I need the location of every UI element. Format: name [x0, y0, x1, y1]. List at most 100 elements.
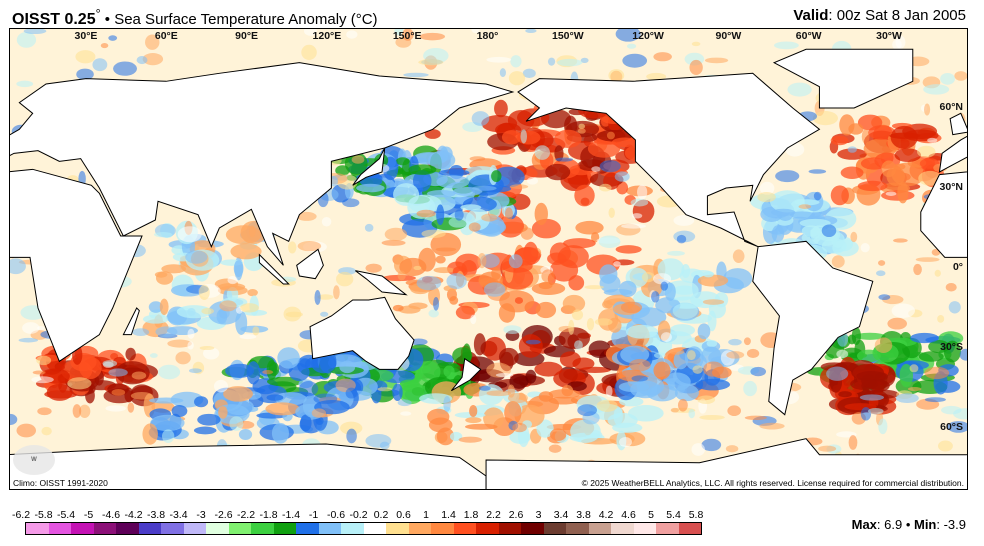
anomaly-patch: [494, 99, 508, 118]
colorbar-swatch: [476, 523, 499, 534]
latitude-label: 60°N: [939, 101, 963, 113]
anomaly-patch: [315, 416, 324, 426]
anomaly-patch: [416, 209, 436, 218]
landmass-australia: [309, 296, 415, 370]
colorbar-tick-label: 3.8: [576, 509, 591, 521]
colorbar-swatch: [228, 523, 251, 534]
anomaly-patch: [878, 294, 891, 301]
anomaly-patch: [520, 227, 534, 240]
colorbar-tick-label: 1.8: [463, 509, 479, 521]
anomaly-patch: [874, 337, 893, 353]
colorbar-tick-label: -5.8: [34, 509, 53, 521]
anomaly-patch: [821, 224, 837, 238]
anomaly-patch: [321, 217, 332, 227]
anomaly-patch: [31, 376, 54, 384]
anomaly-patch: [403, 72, 429, 78]
anomaly-patch: [499, 68, 506, 78]
anomaly-patch: [105, 405, 126, 412]
landmass-new-zealand: [450, 357, 482, 392]
anomaly-patch: [171, 405, 188, 417]
anomaly-patch: [153, 231, 173, 238]
anomaly-patch: [750, 366, 767, 377]
colorbar-swatch: [656, 523, 679, 534]
anomaly-patch: [345, 387, 358, 399]
landmass-sumatra: [258, 253, 290, 285]
anomaly-patch: [917, 145, 936, 158]
anomaly-patch: [149, 353, 158, 358]
anomaly-patch: [108, 35, 118, 41]
colorbar-tick-label: 2.6: [508, 509, 524, 521]
anomaly-patch: [923, 84, 950, 95]
anomaly-patch: [625, 324, 658, 339]
anomaly-patch: [419, 32, 446, 41]
anomaly-patch: [148, 301, 163, 313]
anomaly-patch: [509, 373, 529, 389]
anomaly-patch: [471, 29, 480, 34]
sst-anomaly-map: 30°E 60°E 90°E 120°E 150°E 180° 150°W 120°W 90°W…: [9, 28, 968, 490]
anomaly-patch: [830, 185, 849, 206]
anomaly-patch: [108, 368, 128, 377]
colorbar-swatch: [678, 523, 701, 534]
landmass-borneo: [296, 248, 324, 280]
anomaly-patch: [240, 303, 259, 313]
anomaly-patch: [219, 300, 237, 312]
anomaly-patch: [619, 280, 637, 298]
anomaly-patch: [622, 53, 648, 68]
anomaly-patch: [443, 365, 455, 378]
anomaly-patch: [426, 189, 456, 198]
anomaly-patch: [620, 301, 643, 314]
anomaly-patch: [954, 71, 967, 81]
anomaly-patch: [534, 145, 550, 160]
anomaly-patch: [477, 252, 487, 269]
anomaly-patch: [199, 346, 215, 351]
anomaly-patch: [303, 29, 317, 36]
anomaly-patch: [342, 198, 360, 208]
anomaly-patch: [399, 257, 427, 277]
anomaly-patch: [266, 394, 284, 401]
anomaly-patch: [860, 157, 888, 170]
landmass-africa: [10, 168, 143, 363]
anomaly-patch: [861, 129, 870, 144]
colorbar-swatch: [183, 523, 206, 534]
anomaly-patch: [878, 260, 886, 266]
anomaly-patch: [18, 337, 38, 343]
colorbar-swatch: [363, 523, 386, 534]
anomaly-patch: [641, 271, 655, 283]
anomaly-patch: [486, 56, 512, 63]
anomaly-patch: [428, 309, 439, 318]
anomaly-patch: [673, 215, 695, 226]
anomaly-patch: [893, 238, 908, 243]
anomaly-patch: [298, 381, 319, 397]
colorbar-tick-label: 5: [648, 509, 654, 521]
anomaly-patch: [479, 191, 489, 199]
anomaly-patch: [808, 169, 827, 174]
anomaly-patch: [142, 423, 158, 445]
anomaly-patch: [555, 157, 574, 162]
colorbar-tick-label: 3: [535, 509, 542, 521]
anomaly-patch: [924, 397, 946, 403]
anomaly-patch: [501, 130, 522, 145]
longitude-label: 150°W: [551, 30, 584, 42]
anomaly-patch: [448, 216, 468, 228]
anomaly-patch: [848, 435, 858, 450]
anomaly-patch: [554, 145, 564, 162]
anomaly-patch: [545, 163, 571, 181]
anomaly-patch: [550, 428, 567, 442]
anomaly-patch: [534, 202, 548, 226]
valid-label: Valid: [793, 7, 829, 24]
anomaly-patch: [408, 302, 428, 310]
anomaly-patch: [436, 175, 470, 189]
anomaly-patch: [509, 184, 529, 189]
anomaly-patch: [102, 360, 118, 367]
anomaly-patch: [54, 364, 65, 371]
landmass-antarctica: [10, 443, 487, 489]
anomaly-patch: [840, 166, 864, 179]
colorbar-tick-label: 1: [423, 509, 429, 521]
anomaly-patch: [154, 271, 168, 278]
anomaly-patch: [265, 402, 300, 416]
colorbar-swatch: [588, 523, 611, 534]
colorbar-swatch: [341, 523, 364, 534]
anomaly-patch: [514, 297, 524, 304]
colorbar-swatch: [521, 523, 544, 534]
anomaly-patch: [443, 396, 451, 412]
